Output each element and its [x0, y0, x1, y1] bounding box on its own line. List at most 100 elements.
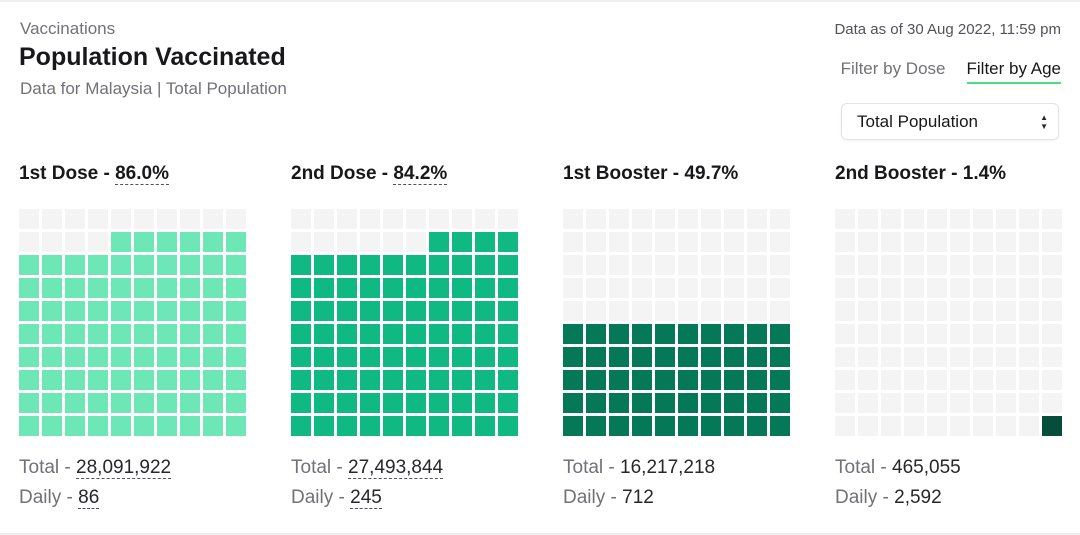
waffle-cell — [770, 301, 790, 321]
waffle-cell — [701, 370, 721, 390]
waffle-cell — [724, 278, 744, 298]
waffle-cell — [609, 370, 629, 390]
waffle-cell — [88, 324, 108, 344]
waffle-cell — [383, 278, 403, 298]
waffle-cell — [475, 209, 495, 229]
waffle-cell — [406, 393, 426, 413]
waffle-cell — [180, 370, 200, 390]
waffle-cell — [291, 347, 311, 367]
waffle-cell — [498, 209, 518, 229]
waffle-cell — [927, 416, 947, 436]
waffle-cell — [42, 416, 62, 436]
waffle-cell — [291, 393, 311, 413]
waffle-cell — [563, 370, 583, 390]
tab-filter-by-dose[interactable]: Filter by Dose — [840, 59, 946, 78]
waffle-cell — [42, 324, 62, 344]
waffle-cell — [747, 416, 767, 436]
waffle-cell — [226, 255, 246, 275]
dose-percent: 49.7% — [684, 163, 739, 184]
waffle-cell — [609, 209, 629, 229]
waffle-cell — [701, 278, 721, 298]
waffle-cell — [360, 301, 380, 321]
waffle-cell — [226, 370, 246, 390]
daily-value[interactable]: 86 — [78, 487, 100, 509]
waffle-cell — [770, 232, 790, 252]
waffle-cell — [314, 393, 334, 413]
waffle-cell — [835, 393, 855, 413]
waffle-cell — [996, 370, 1016, 390]
waffle-cell — [226, 209, 246, 229]
waffle-cell — [858, 301, 878, 321]
waffle-cell — [406, 209, 426, 229]
waffle-cell — [881, 347, 901, 367]
waffle-cell — [835, 347, 855, 367]
waffle-cell — [858, 209, 878, 229]
waffle-cell — [586, 232, 606, 252]
waffle-cell — [632, 232, 652, 252]
waffle-cell — [927, 347, 947, 367]
dose-percent[interactable]: 86.0% — [115, 163, 169, 185]
waffle-cell — [724, 324, 744, 344]
waffle-cell — [1019, 255, 1039, 275]
waffle-cell — [88, 278, 108, 298]
waffle-cell — [973, 278, 993, 298]
waffle-cell — [609, 232, 629, 252]
waffle-cell — [157, 209, 177, 229]
waffle-cell — [881, 301, 901, 321]
chevron-up-down-icon: ▲ ▼ — [1040, 113, 1048, 131]
waffle-cell — [1019, 209, 1039, 229]
waffle-cell — [291, 301, 311, 321]
waffle-cell — [406, 278, 426, 298]
waffle-cell — [1042, 232, 1062, 252]
population-select[interactable]: Total Population ▲ ▼ — [841, 103, 1059, 140]
waffle-cell — [134, 416, 154, 436]
waffle-cell — [609, 301, 629, 321]
waffle-cell — [452, 232, 472, 252]
waffle-cell — [996, 416, 1016, 436]
waffle-cell — [88, 370, 108, 390]
waffle-cell — [835, 416, 855, 436]
waffle-cell — [881, 209, 901, 229]
waffle-cell — [632, 370, 652, 390]
panel-heading: 1st Dose - 86.0% — [19, 163, 169, 185]
waffle-cell — [337, 347, 357, 367]
waffle-cell — [586, 255, 606, 275]
waffle-cell — [203, 255, 223, 275]
total-value[interactable]: 28,091,922 — [76, 457, 172, 479]
waffle-cell — [452, 324, 472, 344]
waffle-cell — [858, 370, 878, 390]
dose-percent[interactable]: 84.2% — [393, 163, 448, 185]
waffle-cell — [452, 416, 472, 436]
waffle-cell — [973, 301, 993, 321]
waffle-cell — [881, 393, 901, 413]
waffle-cell — [19, 347, 39, 367]
waffle-cell — [180, 278, 200, 298]
waffle-cell — [973, 324, 993, 344]
waffle-cell — [406, 255, 426, 275]
waffle-cell — [724, 209, 744, 229]
population-select-value: Total Population — [857, 111, 978, 131]
waffle-cell — [314, 301, 334, 321]
daily-label: Daily - — [291, 487, 351, 508]
daily-value[interactable]: 245 — [350, 487, 382, 509]
waffle-cell — [586, 370, 606, 390]
waffle-cell — [360, 209, 380, 229]
waffle-cell — [858, 324, 878, 344]
waffle-cell — [88, 347, 108, 367]
waffle-cell — [180, 255, 200, 275]
waffle-cell — [314, 232, 334, 252]
total-value[interactable]: 27,493,844 — [348, 457, 444, 479]
panel-1st-dose: 1st Dose - 86.0% Total - 28,091,922 Dail… — [19, 163, 246, 513]
waffle-cell — [747, 209, 767, 229]
waffle-cell — [42, 370, 62, 390]
waffle-cell — [770, 255, 790, 275]
waffle-cell — [701, 301, 721, 321]
waffle-cell — [475, 301, 495, 321]
waffle-cell — [747, 393, 767, 413]
tab-filter-by-age[interactable]: Filter by Age — [966, 59, 1061, 84]
waffle-cell — [904, 416, 924, 436]
waffle-cell — [996, 278, 1016, 298]
waffle-cell — [927, 278, 947, 298]
waffle-cell — [429, 209, 449, 229]
total-label: Total - — [563, 457, 621, 478]
